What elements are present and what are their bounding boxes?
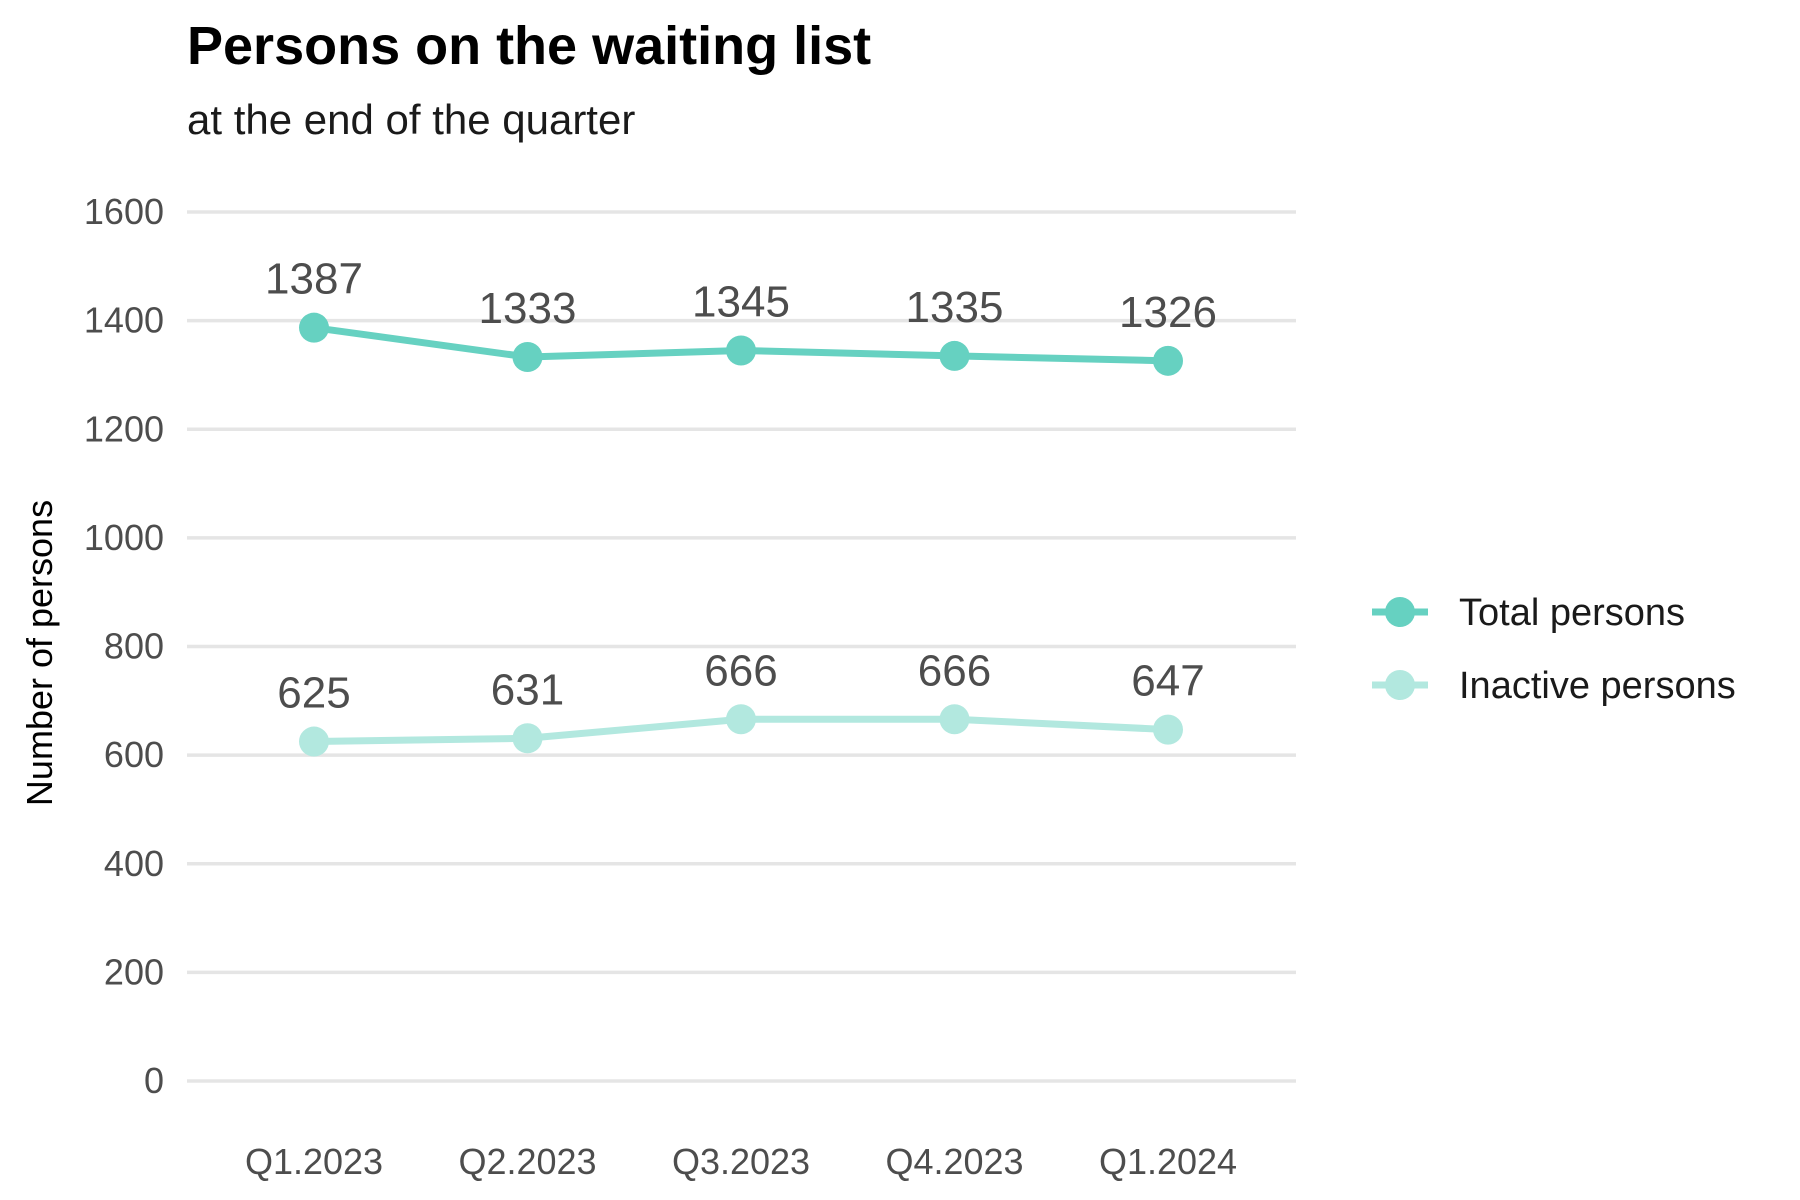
y-tick-label: 800 bbox=[104, 626, 164, 667]
data-point bbox=[939, 340, 970, 371]
data-label: 647 bbox=[1131, 657, 1204, 706]
legend: Total persons Inactive persons bbox=[1372, 592, 1736, 707]
legend-item: Total persons bbox=[1372, 592, 1685, 634]
y-tick-label: 1200 bbox=[84, 408, 164, 449]
x-tick-label: Q1.2023 bbox=[245, 1141, 383, 1182]
y-tick-label: 1600 bbox=[84, 191, 164, 232]
series: 1387 1333 1345 1335 1326 625 631 666 666 647 bbox=[265, 255, 1217, 757]
series-1: 625 631 666 666 647 bbox=[277, 646, 1205, 757]
data-label: 625 bbox=[277, 669, 350, 718]
y-tick-label: 400 bbox=[104, 843, 164, 884]
y-axis-label: Number of persons bbox=[19, 500, 60, 806]
data-point bbox=[1153, 714, 1183, 745]
legend-item: Inactive persons bbox=[1372, 665, 1736, 707]
legend-key-point bbox=[1385, 670, 1415, 700]
y-tick-labels: 0 200 400 600 800 1000 1200 1400 1600 bbox=[84, 191, 164, 1101]
y-tick-label: 1000 bbox=[84, 517, 164, 558]
data-point bbox=[512, 342, 543, 373]
chart-subtitle: at the end of the quarter bbox=[187, 96, 635, 143]
data-point bbox=[512, 723, 543, 754]
x-tick-label: Q1.2024 bbox=[1099, 1141, 1237, 1182]
data-label: 1335 bbox=[906, 283, 1004, 332]
data-point bbox=[299, 312, 329, 343]
x-tick-label: Q4.2023 bbox=[885, 1141, 1023, 1182]
data-point bbox=[299, 726, 329, 757]
series-0: 1387 1333 1345 1335 1326 bbox=[265, 255, 1217, 376]
data-point bbox=[1153, 345, 1183, 376]
y-tick-label: 600 bbox=[104, 734, 164, 775]
data-point bbox=[726, 704, 756, 735]
legend-label: Inactive persons bbox=[1459, 665, 1736, 707]
data-label: 1345 bbox=[692, 277, 790, 326]
chart-title: Persons on the waiting list bbox=[187, 16, 871, 76]
data-label: 1326 bbox=[1119, 288, 1217, 337]
x-tick-label: Q2.2023 bbox=[458, 1141, 596, 1182]
y-tick-label: 0 bbox=[144, 1060, 164, 1101]
data-point bbox=[939, 704, 970, 735]
data-label: 1333 bbox=[479, 284, 577, 333]
legend-key-point bbox=[1385, 597, 1415, 627]
y-tick-label: 1400 bbox=[84, 300, 164, 341]
gridlines bbox=[187, 210, 1296, 1083]
data-point bbox=[726, 335, 756, 366]
x-tick-labels: Q1.2023 Q2.2023 Q3.2023 Q4.2023 Q1.2024 bbox=[245, 1141, 1237, 1182]
x-tick-label: Q3.2023 bbox=[672, 1141, 810, 1182]
data-label: 1387 bbox=[265, 255, 363, 304]
data-label: 666 bbox=[704, 646, 777, 695]
y-tick-label: 200 bbox=[104, 951, 164, 992]
legend-label: Total persons bbox=[1459, 592, 1685, 634]
data-label: 631 bbox=[491, 665, 564, 714]
data-label: 666 bbox=[918, 646, 991, 695]
